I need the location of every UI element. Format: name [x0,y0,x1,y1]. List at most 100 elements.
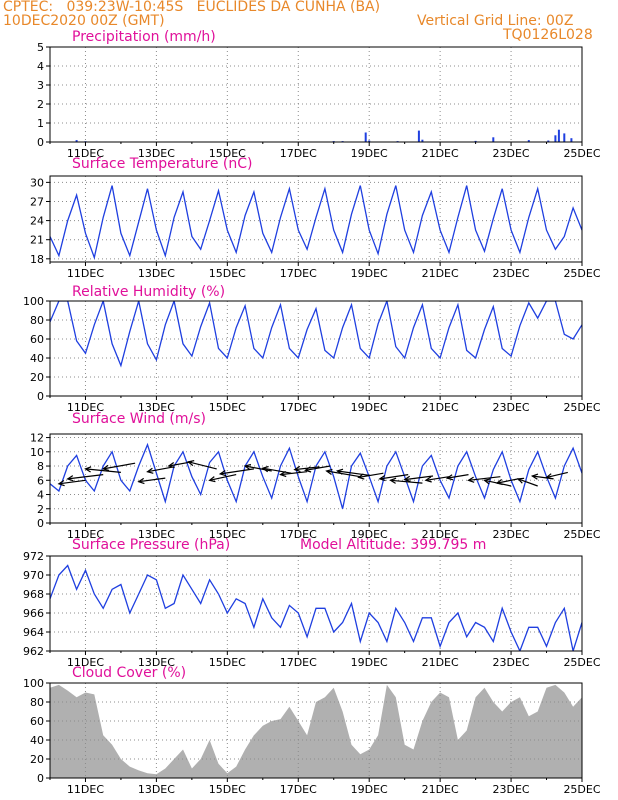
x-tick-label: 17DEC [280,401,317,414]
y-tick-label: 40 [30,734,44,747]
wind-vector-head [424,476,432,483]
precip-bar [492,137,495,143]
precip-bar [527,140,530,142]
x-tick-label: 17DEC [280,528,317,541]
header-code: TQ0126L028 [503,27,593,43]
panel-frame [49,46,583,143]
y-tick-label: 6 [37,474,44,487]
precip-bar [570,138,573,142]
wind-vector-head [167,462,175,469]
x-tick-label: 23DEC [493,656,530,669]
x-tick-label: 21DEC [422,267,459,280]
y-tick-label: 0 [37,136,44,149]
panel-title-pres: Surface Pressure (hPa) [72,537,230,553]
x-tick-label: 19DEC [351,267,388,280]
y-tick-label: 80 [30,314,44,327]
y-tick-label: 10 [30,446,44,459]
y-tick-label: 8 [37,460,44,473]
wind-vector-head [357,473,365,480]
wind-vector-head [495,479,503,486]
y-tick-label: 970 [23,569,44,582]
y-tick-label: 5 [37,41,44,54]
x-tick-label: 23DEC [493,783,530,796]
x-tick-label: 15DEC [209,267,246,280]
y-tick-label: 2 [37,98,44,111]
wind-vector-head [208,476,216,483]
panel-title-precip: Precipitation (mm/h) [72,29,216,45]
x-tick-label: 19DEC [351,656,388,669]
x-tick-label: 17DEC [280,656,317,669]
x-tick-label: 19DEC [351,401,388,414]
y-tick-label: 4 [37,60,44,73]
wind-vector [390,479,423,484]
wind-vector [326,470,361,478]
x-tick-label: 11DEC [67,147,104,160]
wind-vector-head [137,477,145,485]
precip-bar [474,140,477,142]
x-tick-label: 19DEC [351,783,388,796]
wind-vector [379,474,409,480]
y-tick-label: 968 [23,588,44,601]
x-tick-label: 13DEC [138,783,175,796]
wind-vector-head [186,460,195,467]
x-tick-label: 15DEC [209,147,246,160]
wind-vector-head [335,468,344,475]
y-tick-label: 21 [30,234,44,247]
y-tick-label: 0 [37,390,44,403]
temp-series-line [50,185,582,260]
wind-vector-head [57,479,65,487]
wind-vector-head [445,474,454,481]
precip-bar [368,140,371,142]
wind-vector [138,477,166,483]
panel-frame [49,682,583,779]
wind-vector-head [530,473,539,480]
wind-vector [280,471,308,476]
precip-bar [557,129,560,142]
y-tick-label: 80 [30,696,44,709]
x-tick-label: 11DEC [67,656,104,669]
x-tick-label: 11DEC [67,401,104,414]
x-tick-label: 17DEC [280,267,317,280]
header-station: CPTEC: 039:23W-10:45S EUCLIDES DA CUNHA … [3,0,381,15]
panel-frame [49,433,583,524]
model-altitude-label: Model Altitude: 399.795 m [300,537,486,553]
x-tick-label: 23DEC [493,528,530,541]
wind-vector [517,478,538,487]
panel-frame [49,300,583,397]
wind-series-line [50,442,582,509]
y-tick-label: 20 [30,371,44,384]
precip-bar [554,135,557,142]
x-tick-label: 13DEC [138,656,175,669]
wind-vector-head [243,463,252,471]
wind-vector-head [516,477,525,484]
wind-vector [168,461,193,467]
panel-title-rh: Relative Humidity (%) [72,284,225,300]
wind-vector-head [325,468,333,475]
wind-vector-head [545,473,553,480]
y-tick-label: 60 [30,715,44,728]
wind-vector [447,474,469,479]
wind-vector [103,462,136,470]
wind-vector [262,467,292,474]
wind-vector [294,466,320,471]
x-tick-label: 23DEC [493,267,530,280]
panel-cloud: 0 20 40 60 80 100 11DEC 13DEC 15DEC 17DEC 19DEC 21D… [23,665,601,796]
y-tick-label: 24 [30,215,44,228]
y-tick-label: 20 [30,753,44,766]
x-tick-label: 13DEC [138,401,175,414]
wind-vector-head [389,477,397,484]
cloud-cover-area [50,684,582,778]
wind-vector [404,475,434,481]
x-tick-label: 25DEC [563,267,600,280]
panel-title-temp: Surface Temperature (nC) [72,156,253,172]
x-tick-label: 15DEC [209,783,246,796]
pres-series-line [50,564,582,651]
wind-vector-head [483,478,491,485]
wind-vector [358,472,384,478]
x-tick-label: 17DEC [280,783,317,796]
y-tick-label: 4 [37,489,44,502]
x-tick-label: 23DEC [493,147,530,160]
panel-rh: 0 20 40 60 80 100 11DEC 13DEC 15DEC 17DEC 19DEC 21D… [23,284,601,414]
